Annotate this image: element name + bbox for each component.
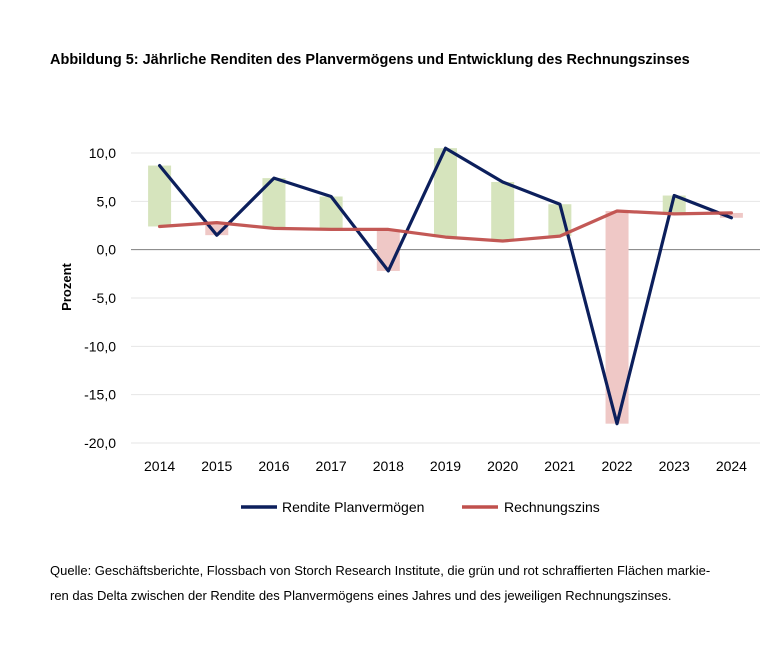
y-tick-label: -10,0 <box>84 338 116 354</box>
x-tick-label: 2019 <box>430 458 461 474</box>
series-lines <box>158 146 734 426</box>
chart-title: Abbildung 5: Jährliche Renditen des Plan… <box>50 52 690 68</box>
y-tick-label: -20,0 <box>84 435 116 451</box>
x-tick-label: 2022 <box>601 458 632 474</box>
x-tick-label: 2024 <box>716 458 747 474</box>
delta-bar-positive <box>434 148 457 238</box>
y-tick-label: -15,0 <box>84 387 116 403</box>
y-tick-label: 5,0 <box>97 193 117 209</box>
legend-label: Rechnungszins <box>504 499 600 515</box>
delta-bar-negative <box>719 212 743 218</box>
y-axis-ticks: 10,0 5,0 0,0 -5,0 -10,0 -15,0 -20,0 <box>84 145 116 451</box>
series-line-rendite <box>158 146 734 426</box>
source-line-1: Quelle: Geschäftsberichte, Flossbach von… <box>50 563 711 578</box>
y-tick-label: 10,0 <box>89 145 116 161</box>
series-line-rechnungszins <box>158 209 734 243</box>
x-axis-ticks: 2014 2015 2016 2017 2018 2019 2020 2021 2022 2023… <box>144 458 747 474</box>
y-tick-label: -5,0 <box>92 290 116 306</box>
delta-bar-positive <box>148 165 172 227</box>
delta-bar-positive <box>491 182 515 241</box>
x-tick-label: 2020 <box>487 458 518 474</box>
delta-bar-positive <box>262 178 286 229</box>
x-tick-label: 2021 <box>544 458 575 474</box>
delta-bar-negative <box>605 211 629 424</box>
y-tick-label: 0,0 <box>97 242 117 258</box>
chart: 10,05,00,0-5,0-10,0-15,0-20,0 2014 2015 20… <box>59 145 760 515</box>
source-note: Quelle: Geschäftsberichte, Flossbach von… <box>50 558 750 608</box>
x-tick-label: 2018 <box>373 458 404 474</box>
y-axis-label: Prozent <box>59 262 74 310</box>
delta-bars <box>148 148 743 424</box>
x-tick-label: 2014 <box>144 458 175 474</box>
delta-bar-positive <box>319 196 343 230</box>
legend-label: Rendite Planvermögen <box>282 499 424 515</box>
delta-bar-positive <box>662 195 686 214</box>
x-tick-label: 2023 <box>659 458 690 474</box>
legend: Rendite Planvermögen Rechnungszins <box>241 499 600 515</box>
source-line-2: ren das Delta zwischen der Rendite des P… <box>50 588 672 603</box>
x-tick-label: 2015 <box>201 458 232 474</box>
x-tick-label: 2016 <box>258 458 289 474</box>
x-tick-label: 2017 <box>316 458 347 474</box>
